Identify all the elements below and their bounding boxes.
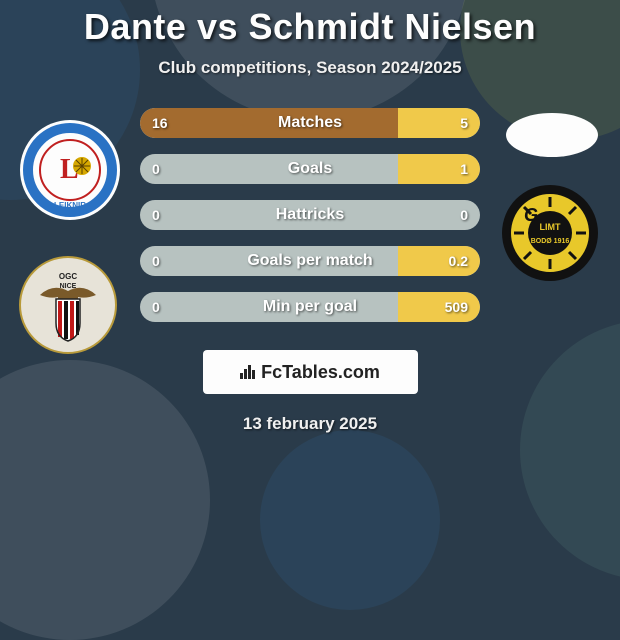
stat-value-right: 509 bbox=[445, 299, 468, 315]
comparison-title: Dante vs Schmidt Nielsen bbox=[0, 6, 620, 48]
stat-label: Goals bbox=[140, 160, 480, 178]
stat-value-right: 5 bbox=[460, 115, 468, 131]
stat-label: Min per goal bbox=[140, 298, 480, 316]
source-label: FcTables.com bbox=[261, 362, 380, 383]
source-box: FcTables.com bbox=[203, 350, 418, 394]
stat-row: 16Matches5 bbox=[140, 108, 480, 138]
stat-row: 0Goals1 bbox=[140, 154, 480, 184]
stat-value-right: 0.2 bbox=[449, 253, 468, 269]
stat-value-right: 0 bbox=[460, 207, 468, 223]
stat-row: 0Goals per match0.2 bbox=[140, 246, 480, 276]
comparison-date: 13 february 2025 bbox=[0, 414, 620, 434]
stat-label: Matches bbox=[140, 114, 480, 132]
comparison-subtitle: Club competitions, Season 2024/2025 bbox=[0, 58, 620, 78]
bar-chart-icon bbox=[240, 365, 255, 379]
stats-rows: 16Matches50Goals10Hattricks00Goals per m… bbox=[140, 108, 480, 322]
stat-row: 0Hattricks0 bbox=[140, 200, 480, 230]
stat-label: Hattricks bbox=[140, 206, 480, 224]
stat-value-right: 1 bbox=[460, 161, 468, 177]
stat-row: 0Min per goal509 bbox=[140, 292, 480, 322]
stat-label: Goals per match bbox=[140, 252, 480, 270]
